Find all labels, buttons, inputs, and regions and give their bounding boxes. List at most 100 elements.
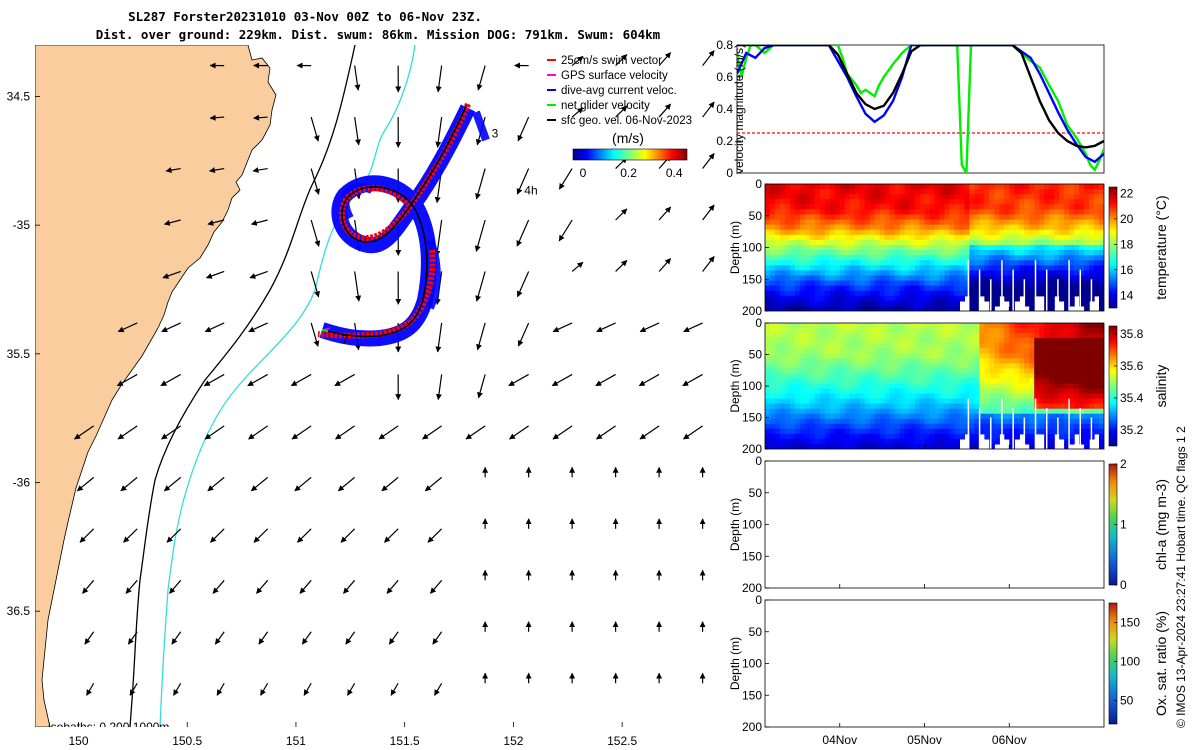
- salinity-cell: [784, 338, 791, 344]
- salinity-cell: [889, 368, 896, 374]
- salinity-cell: [884, 328, 891, 334]
- sfc-geo-vector: [476, 65, 486, 91]
- temperature-cell: [934, 209, 941, 216]
- temperature-cell: [864, 199, 871, 205]
- temperature-cell: [784, 305, 791, 311]
- salinity-cell: [799, 398, 806, 405]
- salinity-cell: [924, 368, 931, 374]
- salinity-cell: [1049, 323, 1055, 329]
- temperature-cell: [1054, 234, 1060, 241]
- salinity-cell: [884, 343, 891, 349]
- temperature-cell: [999, 234, 1005, 241]
- temperature-cell: [1024, 270, 1030, 277]
- temperature-cell: [1089, 239, 1095, 246]
- temperature-cell: [1079, 270, 1085, 277]
- temperature-cell: [1079, 234, 1085, 241]
- salinity-cell: [934, 403, 941, 410]
- salinity-cell: [974, 378, 980, 384]
- temperature-cell: [934, 199, 941, 205]
- temperature-cell: [819, 224, 826, 231]
- salinity-cell: [1009, 418, 1015, 425]
- temperature-cell: [854, 260, 861, 266]
- sfc-geo-vector: [117, 322, 138, 333]
- temperature-cell: [879, 209, 886, 216]
- salinity-cell: [909, 343, 916, 349]
- sfc-geo-vector: [477, 374, 486, 399]
- temperature-cell: [874, 280, 881, 287]
- temperature-cell: [894, 275, 901, 282]
- salinity-cell: [1059, 328, 1065, 334]
- salinity-cell: [789, 398, 796, 405]
- salinity-cell: [819, 343, 826, 349]
- salinity-cell: [969, 418, 975, 425]
- salinity-cell: [934, 438, 941, 445]
- salinity-cell: [954, 363, 960, 369]
- salinity-cell: [794, 368, 801, 374]
- temperature-cell: [1079, 295, 1085, 302]
- temperature-cell: [809, 265, 816, 271]
- salinity-cell: [874, 368, 881, 374]
- temperature-cell: [994, 250, 1000, 256]
- temperature-cell: [949, 260, 956, 266]
- salinity-cell: [1009, 383, 1015, 390]
- salinity-cell: [809, 363, 816, 369]
- temperature-cell: [969, 265, 975, 271]
- temperature-cell: [869, 189, 876, 195]
- speed-colorbar-tick: 0.2: [620, 166, 637, 180]
- salinity-cell: [874, 348, 881, 354]
- temperature-cell: [824, 275, 831, 282]
- legend-entry: dive-avg current veloc.: [561, 85, 677, 97]
- salinity-cell: [974, 338, 980, 344]
- salinity-cell: [1014, 348, 1020, 354]
- temperature-cell: [1084, 204, 1090, 210]
- temperature-cell: [944, 280, 951, 287]
- salinity-cell: [974, 363, 980, 369]
- temperature-cell: [1024, 209, 1030, 216]
- salinity-cell: [1054, 338, 1060, 344]
- temperature-cell: [819, 300, 826, 307]
- salinity-cell: [794, 363, 801, 369]
- salinity-cell: [849, 368, 856, 374]
- map-y-tick-label: 34.5: [7, 89, 31, 103]
- temperature-cell: [780, 255, 786, 261]
- temperature-colorbar-tick-label: 20: [1120, 212, 1134, 226]
- temperature-cell: [1004, 184, 1010, 190]
- temperature-cell: [1069, 219, 1075, 226]
- salinity-cell: [1094, 428, 1100, 435]
- salinity-cell: [964, 423, 970, 430]
- salinity-cell: [1034, 403, 1040, 410]
- salinity-cell: [914, 358, 921, 364]
- salinity-cell: [1084, 343, 1090, 349]
- temperature-cell: [775, 285, 781, 292]
- temperature-cell: [869, 290, 876, 297]
- salinity-cell: [824, 408, 831, 415]
- temperature-cell: [869, 199, 876, 205]
- temperature-y-tick-label: 100: [742, 241, 762, 255]
- temperature-cell: [874, 265, 881, 271]
- chla-colorbar-tick-label: 1: [1120, 518, 1127, 532]
- temperature-cell: [969, 224, 975, 231]
- salinity-cell: [775, 388, 781, 395]
- salinity-cell: [1084, 353, 1090, 359]
- sfc-geo-vector: [74, 425, 95, 440]
- salinity-cell: [939, 413, 946, 420]
- salinity-cell: [909, 373, 916, 379]
- salinity-cell: [809, 333, 816, 339]
- salinity-cell: [879, 338, 886, 344]
- salinity-cell: [1079, 348, 1085, 354]
- temperature-cell: [1099, 199, 1104, 205]
- temperature-cell: [959, 280, 965, 287]
- salinity-cell: [844, 368, 851, 374]
- salinity-cell: [904, 408, 911, 415]
- salinity-cell: [989, 348, 995, 354]
- temperature-cell: [834, 305, 841, 311]
- temperature-cell: [954, 300, 960, 307]
- temperature-cell: [959, 290, 965, 297]
- temperature-cell: [919, 229, 926, 236]
- temperature-cell: [1054, 194, 1060, 200]
- salinity-cell: [780, 378, 786, 384]
- temperature-cell: [1019, 234, 1025, 241]
- temperature-cell: [824, 194, 831, 200]
- temperature-cell: [794, 199, 801, 205]
- temperature-cell: [839, 245, 846, 251]
